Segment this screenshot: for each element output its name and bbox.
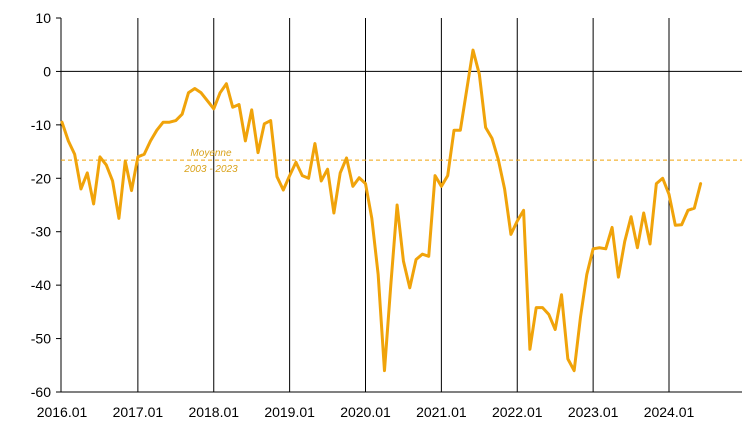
x-tick-label: 2022.01 — [492, 404, 543, 420]
y-ticks: 10 0 -10 -20 -30 -40 -50 -60 — [31, 10, 61, 400]
average-annotation-line1: Moyenne — [190, 148, 232, 159]
y-tick-label: -50 — [31, 331, 51, 347]
x-tick-label: 2020.01 — [340, 404, 391, 420]
x-tick-label: 2023.01 — [568, 404, 619, 420]
series-line — [60, 48, 703, 373]
x-tick-label: 2021.01 — [416, 404, 467, 420]
y-tick-label: 0 — [43, 63, 51, 79]
y-tick-label: -10 — [31, 117, 51, 133]
y-tick-label: -20 — [31, 170, 51, 186]
x-tick-label: 2019.01 — [264, 404, 315, 420]
vertical-gridlines — [137, 18, 670, 392]
average-annotation-line2: 2003 - 2023 — [183, 164, 238, 175]
x-ticks: 2016.01 2017.01 2018.01 2019.01 2020.01 2021.… — [37, 404, 695, 420]
y-tick-label: -60 — [31, 384, 51, 400]
series-points — [61, 49, 701, 371]
x-tick-label: 2017.01 — [113, 404, 164, 420]
y-tick-label: 10 — [35, 10, 51, 26]
x-tick-label: 2024.01 — [644, 404, 695, 420]
x-tick-label: 2016.01 — [37, 404, 88, 420]
x-tick-label: 2018.01 — [188, 404, 239, 420]
y-tick-label: -40 — [31, 277, 51, 293]
y-tick-label: -30 — [31, 224, 51, 240]
